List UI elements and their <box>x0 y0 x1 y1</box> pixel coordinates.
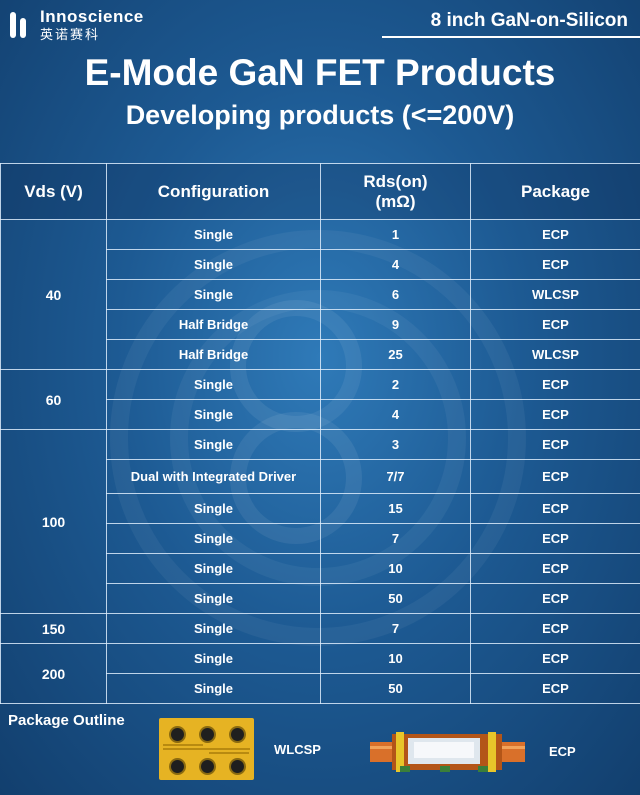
solder-ball-icon <box>199 726 216 743</box>
cell-rds-on: 2 <box>320 369 471 400</box>
cell-rds-on: 50 <box>320 583 471 614</box>
table-row: 150 Single 7 ECP <box>0 613 640 644</box>
cell-package: ECP <box>470 553 640 584</box>
cell-configuration: Single <box>106 369 321 400</box>
table-row: Half Bridge 9 ECP <box>1 309 640 340</box>
table-row: Single 6 WLCSP <box>1 279 640 310</box>
package-outline-label: Package Outline <box>8 712 125 729</box>
product-table: Vds (V) Configuration Rds(on) (mΩ) Packa… <box>0 163 640 704</box>
cell-rds-on: 4 <box>320 249 471 280</box>
header-package: Package <box>470 163 640 220</box>
cell-package: ECP <box>470 493 640 524</box>
cell-configuration: Single <box>106 643 321 674</box>
tagline: 8 inch GaN-on-Silicon <box>430 10 628 31</box>
table-row: Single 50 ECP <box>1 583 640 614</box>
cell-configuration: Dual with Integrated Driver <box>106 459 321 494</box>
header-vds: Vds (V) <box>0 163 107 220</box>
table-row: 40 Single 1 ECP <box>0 219 640 370</box>
cell-vds: 100 <box>0 429 107 614</box>
cell-vds: 200 <box>0 643 107 704</box>
trace-line <box>209 752 249 754</box>
table-row: Dual with Integrated Driver 7/7 ECP <box>1 459 640 494</box>
cell-rds-on: 4 <box>320 399 471 430</box>
table-header-row: Vds (V) Configuration Rds(on) (mΩ) Packa… <box>0 163 640 220</box>
cell-vds: 150 <box>0 613 107 644</box>
logo-mark-icon <box>8 10 34 40</box>
table-row: Single 50 ECP <box>1 673 640 704</box>
innoscience-logo: Innoscience 英诺赛科 <box>8 8 144 41</box>
cell-package: ECP <box>470 583 640 614</box>
cell-package: ECP <box>470 219 640 250</box>
cell-configuration: Single <box>106 583 321 614</box>
cell-rds-on: 7/7 <box>320 459 471 494</box>
cell-rds-on: 6 <box>320 279 471 310</box>
cell-configuration: Single <box>106 673 321 704</box>
wlcsp-caption: WLCSP <box>274 742 321 757</box>
cell-rds-on: 1 <box>320 219 471 250</box>
cell-package: ECP <box>470 613 640 644</box>
cell-configuration: Half Bridge <box>106 309 321 340</box>
tagline-underline <box>382 36 640 38</box>
table-row: Single 7 ECP <box>1 523 640 554</box>
cell-configuration: Single <box>106 613 321 644</box>
header-rds-on: Rds(on) (mΩ) <box>320 163 471 220</box>
cell-rds-on: 9 <box>320 309 471 340</box>
cell-configuration: Single <box>106 279 321 310</box>
cell-rds-on: 7 <box>320 523 471 554</box>
cell-configuration: Half Bridge <box>106 339 321 370</box>
cell-package: WLCSP <box>470 279 640 310</box>
solder-ball-icon <box>229 758 246 775</box>
table-row: 200 Single 10 ECP <box>0 643 640 704</box>
brand-name-en: Innoscience <box>40 7 144 26</box>
cell-package: ECP <box>470 459 640 494</box>
table-row: Single 4 ECP <box>1 399 640 430</box>
ecp-caption: ECP <box>549 744 576 759</box>
trace-line <box>163 744 203 746</box>
cell-package: ECP <box>470 399 640 430</box>
cell-vds: 40 <box>0 219 107 370</box>
cell-vds: 60 <box>0 369 107 430</box>
cell-package: ECP <box>470 673 640 704</box>
cell-package: ECP <box>470 429 640 460</box>
cell-package: WLCSP <box>470 339 640 370</box>
table-body: 40 Single 1 ECP Single 4 ECP Single 6 WLCSP Half B… <box>0 219 640 704</box>
cell-rds-on: 3 <box>320 429 471 460</box>
header-configuration: Configuration <box>106 163 321 220</box>
cell-configuration: Single <box>106 399 321 430</box>
solder-ball-icon <box>169 758 186 775</box>
solder-ball-icon <box>229 726 246 743</box>
wlcsp-package-image <box>159 718 254 780</box>
cell-configuration: Single <box>106 429 321 460</box>
cell-configuration: Single <box>106 219 321 250</box>
cell-configuration: Single <box>106 553 321 584</box>
cell-package: ECP <box>470 523 640 554</box>
cell-rds-on: 10 <box>320 643 471 674</box>
header-rds-on-label: Rds(on) <box>363 171 428 191</box>
solder-ball-icon <box>199 758 216 775</box>
cell-rds-on: 50 <box>320 673 471 704</box>
table-row: 100 Single 3 ECP <box>0 429 640 614</box>
trace-line <box>163 748 250 750</box>
brand-name-cn: 英诺赛科 <box>40 27 101 42</box>
cell-rds-on: 25 <box>320 339 471 370</box>
cell-rds-on: 15 <box>320 493 471 524</box>
cell-configuration: Single <box>106 249 321 280</box>
cell-rds-on: 7 <box>320 613 471 644</box>
page-subtitle: Developing products (<=200V) <box>125 100 515 130</box>
page-title: E-Mode GaN FET Products <box>84 52 556 93</box>
cell-rds-on: 10 <box>320 553 471 584</box>
cell-configuration: Single <box>106 493 321 524</box>
solder-ball-icon <box>169 726 186 743</box>
cell-configuration: Single <box>106 523 321 554</box>
cell-package: ECP <box>470 643 640 674</box>
table-row: Single 4 ECP <box>1 249 640 280</box>
cell-package: ECP <box>470 249 640 280</box>
ecp-package-image <box>370 732 525 772</box>
header-rds-on-unit: (mΩ) <box>375 191 416 211</box>
table-row: 60 Single 2 ECP <box>0 369 640 430</box>
cell-package: ECP <box>470 309 640 340</box>
cell-package: ECP <box>470 369 640 400</box>
